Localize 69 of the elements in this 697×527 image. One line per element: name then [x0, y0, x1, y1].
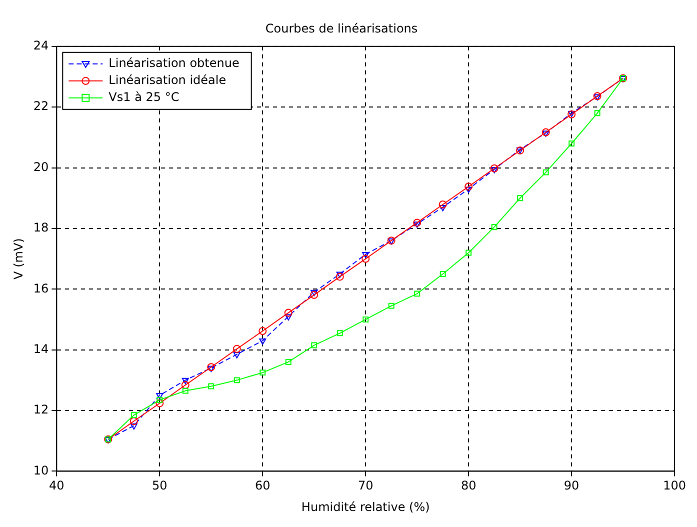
point: [310, 290, 318, 296]
legend-label: Linéarisation obtenue: [108, 56, 240, 70]
point: [490, 167, 498, 174]
point: [181, 381, 190, 390]
point: [207, 363, 216, 372]
point: [414, 222, 421, 228]
y-tick-label: 20: [33, 160, 49, 174]
point: [362, 254, 370, 263]
point: [568, 140, 575, 146]
y-tick-label: 22: [33, 99, 49, 114]
x-tick-label: 40: [49, 478, 64, 493]
point: [413, 218, 422, 227]
point: [284, 308, 292, 317]
y-tick-label: 24: [33, 38, 49, 53]
point: [362, 316, 369, 322]
point: [258, 327, 267, 336]
legend-label: Vs1 à 25 °C: [108, 90, 180, 104]
x-axis-title: Humidité relative (%): [301, 500, 430, 514]
point: [542, 130, 550, 137]
point: [466, 250, 472, 256]
y-tick-label: 16: [33, 281, 49, 296]
point: [259, 338, 266, 345]
point: [362, 252, 370, 258]
point: [130, 423, 138, 430]
point: [156, 399, 164, 408]
point: [156, 393, 164, 400]
point: [285, 358, 292, 365]
point: [311, 342, 318, 348]
point: [517, 195, 524, 202]
point: [440, 270, 446, 277]
y-tick-label: 12: [33, 402, 49, 417]
chart-title: Courbes de linéarisations: [265, 21, 418, 36]
x-tick-label: 90: [564, 478, 580, 493]
y-tick-label: 18: [33, 220, 49, 235]
point: [234, 377, 240, 384]
point: [438, 200, 447, 208]
x-tick-label: 80: [460, 478, 476, 493]
point: [182, 378, 189, 384]
point: [439, 204, 446, 212]
point: [336, 272, 344, 281]
y-tick-label: 14: [33, 342, 49, 356]
point: [542, 128, 550, 136]
point: [414, 290, 420, 297]
point: [233, 352, 240, 358]
point: [465, 186, 472, 194]
point: [594, 110, 600, 116]
x-tick-label: 100: [663, 478, 686, 493]
point: [130, 412, 137, 418]
point: [388, 302, 394, 309]
point: [464, 182, 473, 191]
point: [336, 330, 343, 336]
point: [182, 388, 188, 394]
point: [491, 224, 498, 230]
point: [542, 169, 549, 176]
point: [336, 272, 344, 278]
y-axis-title: V (mV): [11, 238, 26, 280]
point: [156, 396, 163, 403]
point: [232, 344, 241, 353]
point: [260, 370, 266, 376]
x-tick-label: 50: [152, 478, 168, 493]
legend-label: Linéarisation idéale: [108, 73, 226, 88]
y-tick-label: 10: [33, 463, 49, 478]
point: [130, 417, 138, 426]
x-tick-label: 70: [358, 478, 374, 493]
point: [490, 164, 498, 172]
x-tick-label: 60: [254, 478, 270, 493]
point: [284, 314, 292, 320]
point: [208, 383, 214, 390]
point: [208, 366, 215, 372]
